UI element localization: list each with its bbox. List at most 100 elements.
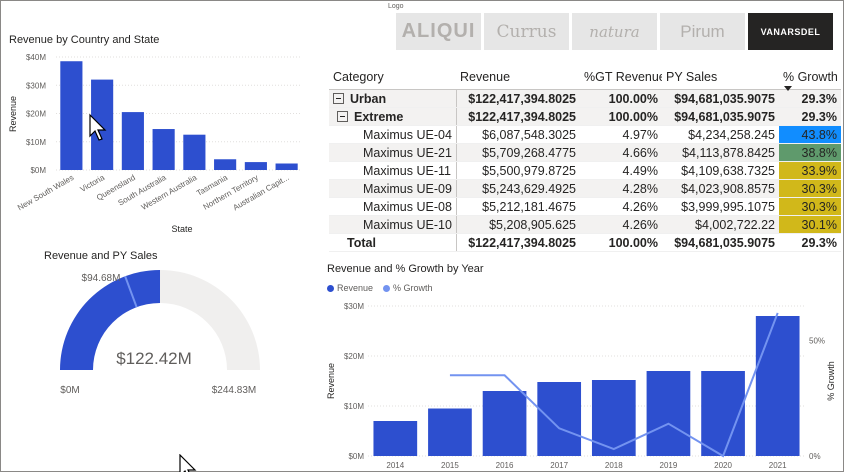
combo-yaxis-title: Revenue	[326, 363, 336, 399]
combo-bar-2019[interactable]	[646, 371, 691, 456]
collapse-icon[interactable]	[333, 92, 344, 104]
logo-tile-natura[interactable]: natura	[572, 13, 657, 50]
logo-tile-pirum[interactable]: Pirum	[660, 13, 745, 50]
combo-xtick-label: 2019	[660, 461, 678, 470]
legend-revenue[interactable]: Revenue	[327, 283, 373, 293]
matrix-row[interactable]: Maximus UE-10 $5,208,905.625 4.26% $4,002,7…	[329, 216, 841, 234]
combo-bar-2018[interactable]	[591, 380, 636, 456]
logo-slicer-label: Logo	[388, 3, 404, 10]
bar-1[interactable]	[91, 79, 114, 170]
row-revenue: $122,417,394.8025	[456, 108, 580, 125]
combo-bar-2020[interactable]	[701, 371, 745, 456]
row-label: Maximus UE-09	[363, 181, 452, 196]
natura-logo: natura	[589, 22, 640, 41]
row-gt: 4.28%	[622, 181, 658, 196]
bar-6[interactable]	[244, 162, 267, 170]
legend-growth[interactable]: % Growth	[383, 283, 433, 293]
combo-bar-2014[interactable]	[373, 421, 418, 456]
matrix-body: Urban $122,417,394.8025 100.00% $94,681,035…	[329, 90, 841, 234]
row-label: Maximus UE-08	[363, 199, 452, 214]
combo-bar-2017[interactable]	[537, 382, 582, 456]
aliqui-logo: ALIQUI	[401, 20, 476, 42]
bar-yaxis-title: Revenue	[8, 96, 18, 132]
matrix-header: Category Revenue %GT Revenue PY Sales % …	[329, 64, 841, 90]
logo-slicer: ALIQUI Currus natura Pirum VANARSDEL	[396, 13, 833, 50]
logo-tile-aliqui[interactable]: ALIQUI	[396, 13, 481, 50]
row-category: Extreme	[329, 110, 456, 124]
bar-category-label: Australian Capit...	[231, 173, 290, 212]
legend-revenue-label: Revenue	[337, 283, 374, 293]
bar-5[interactable]	[214, 159, 237, 170]
row-label: Maximus UE-21	[363, 145, 452, 160]
header-gt-revenue[interactable]: %GT Revenue	[584, 69, 662, 84]
combo-xtick-label: 2015	[441, 461, 459, 470]
gauge-max-label: $244.83M	[212, 385, 256, 396]
combo-chart-title: Revenue and % Growth by Year	[327, 263, 484, 275]
row-growth: 30.1%	[779, 216, 841, 233]
row-growth: 30.3%	[779, 198, 841, 215]
bar-ytick-label: $30M	[26, 81, 46, 90]
logo-tile-vanarsdel[interactable]: VANARSDEL	[748, 13, 833, 50]
gauge-value-arc[interactable]	[60, 270, 161, 370]
combo-xtick-label: 2021	[769, 461, 787, 470]
combo-ytick-label: $0M	[348, 452, 364, 461]
combo-bar-2021[interactable]	[755, 316, 800, 456]
currus-logo: Currus	[496, 21, 557, 42]
gauge-target-label: $94.68M	[82, 273, 121, 284]
legend-growth-dot-icon	[383, 284, 391, 292]
bar-4[interactable]	[183, 134, 206, 170]
row-revenue: $5,208,905.625	[456, 216, 580, 233]
combo-legend: Revenue % Growth	[327, 283, 433, 293]
logo-tile-currus[interactable]: Currus	[484, 13, 569, 50]
row-py: $4,113,878.8425	[682, 145, 775, 160]
revenue-gauge-chart[interactable]: $122.42M $94.68M $0M $244.83M	[40, 262, 280, 402]
row-label: Urban	[350, 91, 387, 106]
matrix-row[interactable]: Maximus UE-08 $5,212,181.4675 4.26% $3,999,…	[329, 198, 841, 216]
growth-series-line[interactable]	[449, 312, 779, 458]
matrix-row[interactable]: Urban $122,417,394.8025 100.00% $94,681,035…	[329, 90, 841, 108]
combo-y2tick-label: 0%	[809, 452, 821, 461]
gauge-value-label: $122.42M	[116, 349, 192, 368]
row-label: Maximus UE-04	[363, 127, 452, 142]
total-label: Total	[347, 235, 376, 250]
matrix-row[interactable]: Maximus UE-09 $5,243,629.4925 4.28% $4,023,…	[329, 180, 841, 198]
combo-bar-2015[interactable]	[428, 408, 472, 457]
bar-3[interactable]	[152, 129, 175, 170]
header-category[interactable]: Category	[333, 69, 384, 84]
combo-ytick-label: $10M	[344, 402, 364, 411]
header-growth[interactable]: % Growth	[783, 69, 838, 84]
matrix-row[interactable]: Maximus UE-21 $5,709,268.4775 4.66% $4,113,…	[329, 144, 841, 162]
header-revenue[interactable]: Revenue	[460, 69, 511, 84]
bar-category-label: New South Wales	[16, 173, 75, 212]
bar-category-label: Western Australia	[140, 173, 199, 212]
legend-growth-label: % Growth	[393, 283, 433, 293]
matrix-row[interactable]: Maximus UE-04 $6,087,548.3025 4.97% $4,234,…	[329, 126, 841, 144]
row-category: Urban	[329, 92, 456, 106]
row-gt: 4.49%	[622, 163, 658, 178]
row-py: $4,023,908.8575	[681, 181, 775, 196]
row-gt: 4.26%	[622, 199, 658, 214]
row-gt: 4.97%	[622, 127, 658, 142]
total-revenue: $122,417,394.8025	[456, 234, 580, 251]
combo-xtick-label: 2017	[550, 461, 568, 470]
total-gt: 100.00%	[608, 235, 658, 250]
bar-ytick-label: $20M	[26, 110, 46, 119]
pirum-logo: Pirum	[680, 21, 725, 41]
row-growth: 43.8%	[779, 126, 841, 143]
bar-0[interactable]	[60, 61, 83, 170]
gauge-target-marker	[124, 275, 138, 308]
bar-7[interactable]	[275, 163, 298, 170]
legend-revenue-dot-icon	[327, 284, 334, 292]
combo-xtick-label: 2020	[714, 461, 732, 470]
matrix-row[interactable]: Maximus UE-11 $5,500,979.8725 4.49% $4,109,…	[329, 162, 841, 180]
bar-2[interactable]	[121, 112, 144, 170]
total-py: $94,681,035.9075	[674, 235, 775, 250]
matrix-row[interactable]: Extreme $122,417,394.8025 100.00% $94,681,0…	[329, 108, 841, 126]
collapse-icon[interactable]	[337, 110, 348, 122]
row-category: Maximus UE-21	[329, 146, 456, 160]
combo-bar-2016[interactable]	[482, 391, 527, 456]
revenue-growth-by-year-chart[interactable]: $0M $10M $20M $30M 0% 50% 2014 2015 2016 2017 2018…	[320, 296, 840, 471]
header-py-sales[interactable]: PY Sales	[666, 69, 718, 84]
combo-ytick-label: $30M	[344, 302, 364, 311]
